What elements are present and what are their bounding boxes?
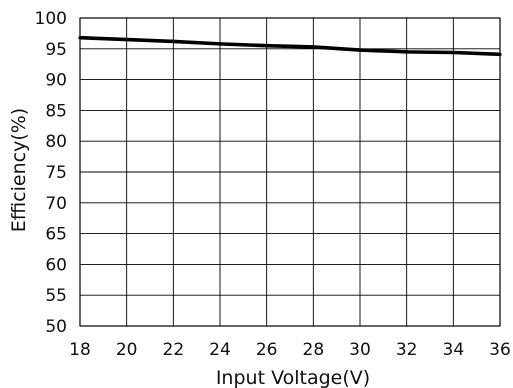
data-point bbox=[265, 44, 269, 48]
data-point bbox=[451, 50, 455, 55]
x-tick-label: 22 bbox=[163, 340, 185, 360]
grid bbox=[79, 17, 501, 327]
data-point bbox=[358, 48, 362, 52]
x-tick-label: 18 bbox=[69, 340, 91, 360]
y-tick-label: 85 bbox=[45, 101, 67, 121]
plot-frame bbox=[79, 17, 501, 327]
y-tick-label: 70 bbox=[45, 194, 67, 214]
y-tick-label: 80 bbox=[45, 132, 67, 152]
x-tick-label: 28 bbox=[303, 340, 325, 360]
data-point bbox=[405, 50, 409, 54]
x-tick-label: 36 bbox=[489, 340, 511, 360]
x-tick-label: 26 bbox=[256, 340, 278, 360]
x-tick-label: 30 bbox=[349, 340, 371, 360]
data-point bbox=[218, 42, 222, 46]
y-tick-label: 75 bbox=[45, 163, 67, 183]
data-point bbox=[311, 45, 315, 49]
y-tick-label: 50 bbox=[45, 317, 67, 337]
data-point bbox=[171, 39, 175, 44]
x-tick-label: 32 bbox=[396, 340, 418, 360]
y-axis-title: Efficiency(%) bbox=[8, 108, 30, 232]
y-tick-label: 95 bbox=[45, 40, 67, 60]
y-tick-label: 100 bbox=[35, 9, 67, 29]
y-tick-label: 65 bbox=[45, 225, 67, 245]
x-axis-title: Input Voltage(V) bbox=[216, 367, 370, 388]
data-point bbox=[125, 37, 129, 42]
y-tick-label: 90 bbox=[45, 71, 67, 91]
x-tick-label: 24 bbox=[209, 340, 231, 360]
x-tick-label: 20 bbox=[116, 340, 138, 360]
efficiency-series-line bbox=[79, 35, 501, 57]
y-tick-label: 55 bbox=[45, 286, 67, 306]
series-layer bbox=[78, 35, 502, 57]
tick-labels: 18 20 22 24 26 28 30 32 34 36 50 55 60 65 70 75 80 85 90 95… bbox=[35, 9, 511, 360]
x-tick-label: 34 bbox=[443, 340, 465, 360]
y-tick-label: 60 bbox=[45, 255, 67, 275]
